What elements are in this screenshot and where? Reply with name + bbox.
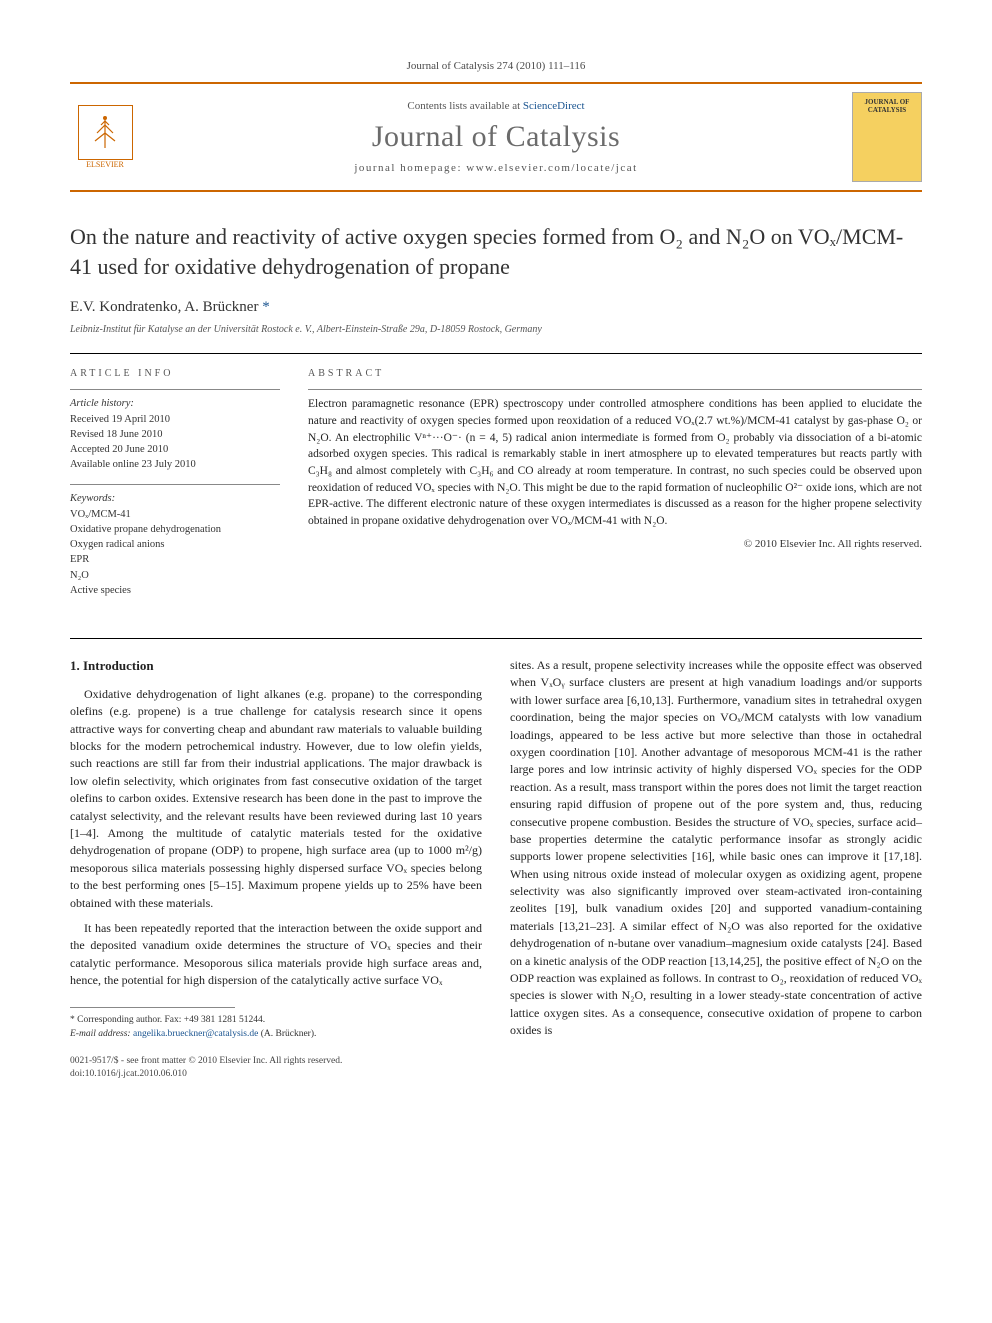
email-link[interactable]: angelika.brueckner@catalysis.de — [133, 1029, 258, 1039]
publisher-name: ELSEVIER — [86, 160, 124, 169]
abstract-copyright: © 2010 Elsevier Inc. All rights reserved… — [308, 538, 922, 550]
history-item: Available online 23 July 2010 — [70, 457, 280, 472]
abstract-label: ABSTRACT — [308, 368, 922, 379]
history-item: Accepted 20 June 2010 — [70, 442, 280, 457]
email-suffix: (A. Brückner). — [261, 1029, 317, 1039]
doi-line: doi:10.1016/j.jcat.2010.06.010 — [70, 1068, 482, 1081]
keyword-item: Oxidative propane dehydrogenation — [70, 522, 280, 537]
history-item: Revised 18 June 2010 — [70, 427, 280, 442]
body-columns: 1. Introduction Oxidative dehydrogenatio… — [70, 638, 922, 1082]
email-line: E-mail address: angelika.brueckner@catal… — [70, 1028, 482, 1041]
history-label: Article history: — [70, 396, 280, 411]
abstract-column: ABSTRACT Electron paramagnetic resonance… — [308, 368, 922, 610]
header-center: Contents lists available at ScienceDirec… — [152, 100, 840, 174]
elsevier-logo: ELSEVIER — [70, 97, 140, 177]
article-title: On the nature and reactivity of active o… — [70, 222, 922, 281]
article-info-label: ARTICLE INFO — [70, 368, 280, 379]
keywords-block: Keywords: VOₓ/MCM-41 Oxidative propane d… — [70, 484, 280, 598]
article-info-column: ARTICLE INFO Article history: Received 1… — [70, 368, 280, 610]
keyword-item: EPR — [70, 552, 280, 567]
journal-header: ELSEVIER Contents lists available at Sci… — [70, 82, 922, 192]
affiliation: Leibniz-Institut für Katalyse an der Uni… — [70, 324, 922, 335]
body-paragraph: It has been repeatedly reported that the… — [70, 920, 482, 990]
issn-line: 0021-9517/$ - see front matter © 2010 El… — [70, 1055, 482, 1068]
homepage-url: www.elsevier.com/locate/jcat — [466, 162, 637, 174]
corresponding-footnote: * Corresponding author. Fax: +49 381 128… — [70, 1014, 482, 1041]
abstract-text: Electron paramagnetic resonance (EPR) sp… — [308, 389, 922, 529]
corr-author-line: * Corresponding author. Fax: +49 381 128… — [70, 1014, 482, 1027]
body-column-right: sites. As a result, propene selectivity … — [510, 657, 922, 1082]
contents-prefix: Contents lists available at — [407, 100, 522, 112]
keyword-item: Active species — [70, 583, 280, 598]
authors-line: E.V. Kondratenko, A. Brückner * — [70, 299, 922, 316]
history-item: Received 19 April 2010 — [70, 412, 280, 427]
keyword-item: N₂O — [70, 568, 280, 583]
contents-line: Contents lists available at ScienceDirec… — [152, 100, 840, 112]
journal-name: Journal of Catalysis — [152, 120, 840, 154]
keywords-label: Keywords: — [70, 491, 280, 506]
email-label: E-mail address: — [70, 1029, 131, 1039]
corresponding-marker: * — [262, 299, 270, 315]
elsevier-tree-icon — [78, 105, 133, 160]
footnote-separator — [70, 1007, 235, 1014]
info-abstract-row: ARTICLE INFO Article history: Received 1… — [70, 353, 922, 610]
body-column-left: 1. Introduction Oxidative dehydrogenatio… — [70, 657, 482, 1082]
bottom-meta: 0021-9517/$ - see front matter © 2010 El… — [70, 1055, 482, 1082]
cover-title: JOURNAL OF CATALYSIS — [857, 99, 917, 114]
page-container: Journal of Catalysis 274 (2010) 111–116 … — [0, 0, 992, 1122]
keyword-item: VOₓ/MCM-41 — [70, 507, 280, 522]
journal-cover-thumbnail: JOURNAL OF CATALYSIS — [852, 92, 922, 182]
homepage-prefix: journal homepage: — [354, 162, 466, 174]
author-names: E.V. Kondratenko, A. Brückner — [70, 299, 258, 315]
homepage-line: journal homepage: www.elsevier.com/locat… — [152, 162, 840, 174]
citation-line: Journal of Catalysis 274 (2010) 111–116 — [70, 60, 922, 72]
body-paragraph: sites. As a result, propene selectivity … — [510, 657, 922, 1040]
history-block: Article history: Received 19 April 2010 … — [70, 389, 280, 472]
section-heading: 1. Introduction — [70, 657, 482, 676]
keyword-item: Oxygen radical anions — [70, 537, 280, 552]
sciencedirect-link[interactable]: ScienceDirect — [523, 100, 585, 112]
body-paragraph: Oxidative dehydrogenation of light alkan… — [70, 686, 482, 912]
